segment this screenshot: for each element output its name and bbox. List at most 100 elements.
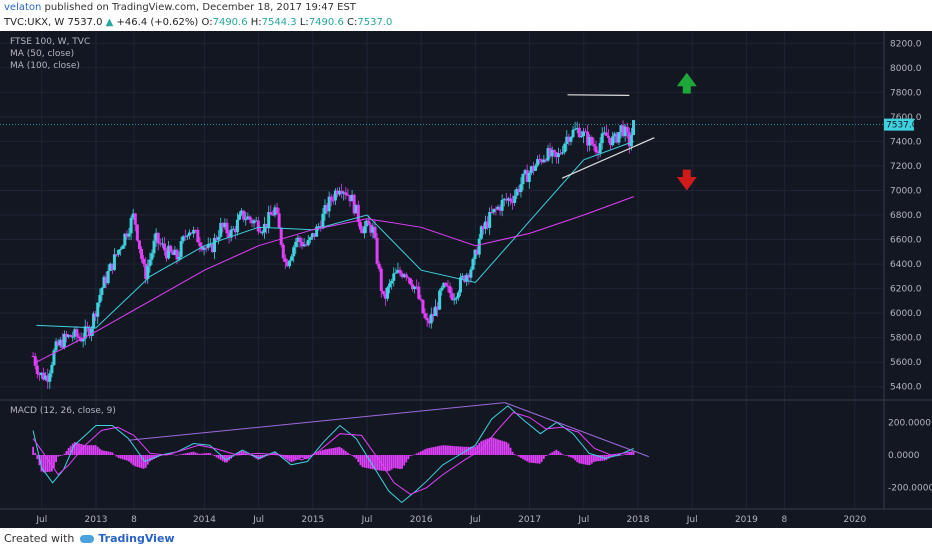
tradingview-brand-link[interactable]: TradingView bbox=[98, 532, 175, 545]
macd-histogram-bar bbox=[50, 455, 53, 472]
candle-body bbox=[594, 146, 598, 153]
publish-info: published on TradingView.com, December 1… bbox=[41, 2, 356, 13]
candle-body bbox=[415, 286, 419, 288]
tradingview-cloud-icon bbox=[80, 535, 95, 543]
candle-body bbox=[600, 133, 604, 144]
candle-body bbox=[473, 249, 477, 259]
candle-body bbox=[281, 244, 285, 259]
macd-histogram-bar bbox=[505, 441, 508, 455]
candle-body bbox=[427, 320, 431, 324]
candle-body bbox=[60, 339, 64, 348]
candle-body bbox=[565, 136, 569, 144]
price-tick-label: 6800.0 bbox=[890, 211, 922, 221]
candle-body bbox=[48, 373, 52, 382]
candle-body bbox=[404, 274, 408, 278]
macd-histogram-bar bbox=[57, 455, 60, 457]
macd-histogram-bar bbox=[103, 450, 105, 455]
macd-histogram-bar bbox=[88, 445, 91, 455]
macd-histogram-bar bbox=[532, 455, 535, 464]
candle-body bbox=[144, 263, 148, 279]
candle-body bbox=[379, 268, 383, 291]
candle-body bbox=[327, 196, 331, 212]
macd-histogram-bar bbox=[53, 455, 55, 468]
red-down-arrow-icon bbox=[676, 169, 697, 191]
candle-body bbox=[331, 200, 335, 202]
candle-body bbox=[181, 236, 185, 242]
candle-body bbox=[350, 194, 354, 202]
macd-histogram-bar bbox=[328, 448, 331, 455]
candle-body bbox=[313, 233, 317, 237]
candle-body bbox=[467, 274, 471, 278]
chart-svg[interactable]: 8200.0 8000.0 7800.0 7600.0 7400.0 7200.0 7000… bbox=[0, 31, 932, 528]
candle-body bbox=[383, 294, 387, 299]
candle-body bbox=[529, 166, 533, 173]
candle-body bbox=[446, 285, 450, 287]
macd-histogram-bar bbox=[403, 455, 406, 466]
candle-body bbox=[223, 222, 227, 228]
candle-body bbox=[304, 244, 308, 246]
macd-histogram-bar bbox=[449, 445, 451, 455]
candle-body bbox=[225, 222, 229, 234]
candle-body bbox=[200, 246, 204, 250]
candle-body bbox=[112, 254, 116, 271]
candle-body bbox=[260, 232, 264, 234]
macd-histogram-bar bbox=[520, 455, 522, 458]
macd-histogram-bar bbox=[101, 450, 103, 455]
macd-histogram-bar bbox=[417, 452, 420, 455]
up-arrow-icon: ▲ bbox=[105, 17, 114, 28]
candle-body bbox=[588, 137, 592, 146]
macd-histogram-bar bbox=[211, 454, 214, 456]
macd-histogram-bar bbox=[503, 441, 506, 455]
macd-histogram-bar bbox=[294, 455, 297, 461]
macd-histogram-bar bbox=[286, 455, 289, 461]
open-label: O: bbox=[201, 17, 213, 28]
macd-histogram-bar bbox=[226, 455, 228, 463]
macd-histogram-bar bbox=[584, 455, 587, 465]
macd-histogram-bar bbox=[495, 438, 497, 455]
candle-body bbox=[373, 226, 377, 238]
candle-body bbox=[106, 270, 110, 284]
macd-histogram-bar bbox=[61, 455, 64, 456]
macd-histogram-bar bbox=[549, 453, 552, 455]
candle-body bbox=[288, 260, 292, 267]
macd-histogram-bar bbox=[121, 455, 124, 460]
macd-histogram-bar bbox=[321, 449, 324, 455]
macd-histogram-bar bbox=[169, 454, 172, 455]
macd-histogram-bar bbox=[236, 453, 239, 455]
chart-area[interactable]: 8200.0 8000.0 7800.0 7600.0 7400.0 7200.0 7000… bbox=[0, 31, 932, 528]
macd-histogram-bar bbox=[405, 455, 408, 463]
footer: Created with TradingView bbox=[4, 532, 175, 545]
change-value: +46.4 (+0.62%) bbox=[116, 17, 199, 28]
close-label: C: bbox=[347, 17, 358, 28]
macd-histogram-bar bbox=[609, 455, 612, 458]
macd-histogram-bar bbox=[630, 452, 633, 455]
high-value: 7544.3 bbox=[261, 17, 297, 28]
publish-line: velaton published on TradingView.com, De… bbox=[4, 2, 356, 13]
macd-histogram-bar bbox=[173, 454, 176, 456]
candle-body bbox=[131, 213, 135, 218]
candle-body bbox=[479, 226, 483, 239]
time-tick-label: 2014 bbox=[193, 515, 216, 525]
candle-body bbox=[502, 198, 506, 201]
price-tick-label: 5400.0 bbox=[890, 383, 922, 393]
candle-body bbox=[185, 235, 189, 237]
macd-divergence-line bbox=[504, 402, 649, 458]
macd-histogram-bar bbox=[48, 455, 51, 472]
macd-histogram-bar bbox=[209, 453, 212, 455]
price-tick-label: 6600.0 bbox=[890, 236, 922, 246]
macd-histogram-bar bbox=[117, 455, 120, 459]
macd-histogram-bar bbox=[196, 453, 199, 455]
macd-histogram-bar bbox=[128, 455, 130, 462]
author-link[interactable]: velaton bbox=[4, 2, 42, 13]
macd-histogram-bar bbox=[407, 455, 410, 460]
candle-body bbox=[584, 131, 588, 133]
macd-histogram-bar bbox=[401, 455, 404, 469]
candle-body bbox=[465, 274, 469, 282]
candle-body bbox=[367, 220, 371, 225]
candle-body bbox=[279, 227, 283, 245]
macd-histogram-bar bbox=[559, 452, 562, 455]
macd-histogram-bar bbox=[134, 455, 137, 467]
price-legend-entry: MA (100, close) bbox=[10, 61, 80, 71]
macd-histogram-bar bbox=[588, 455, 591, 466]
green-up-arrow-icon bbox=[676, 72, 697, 94]
